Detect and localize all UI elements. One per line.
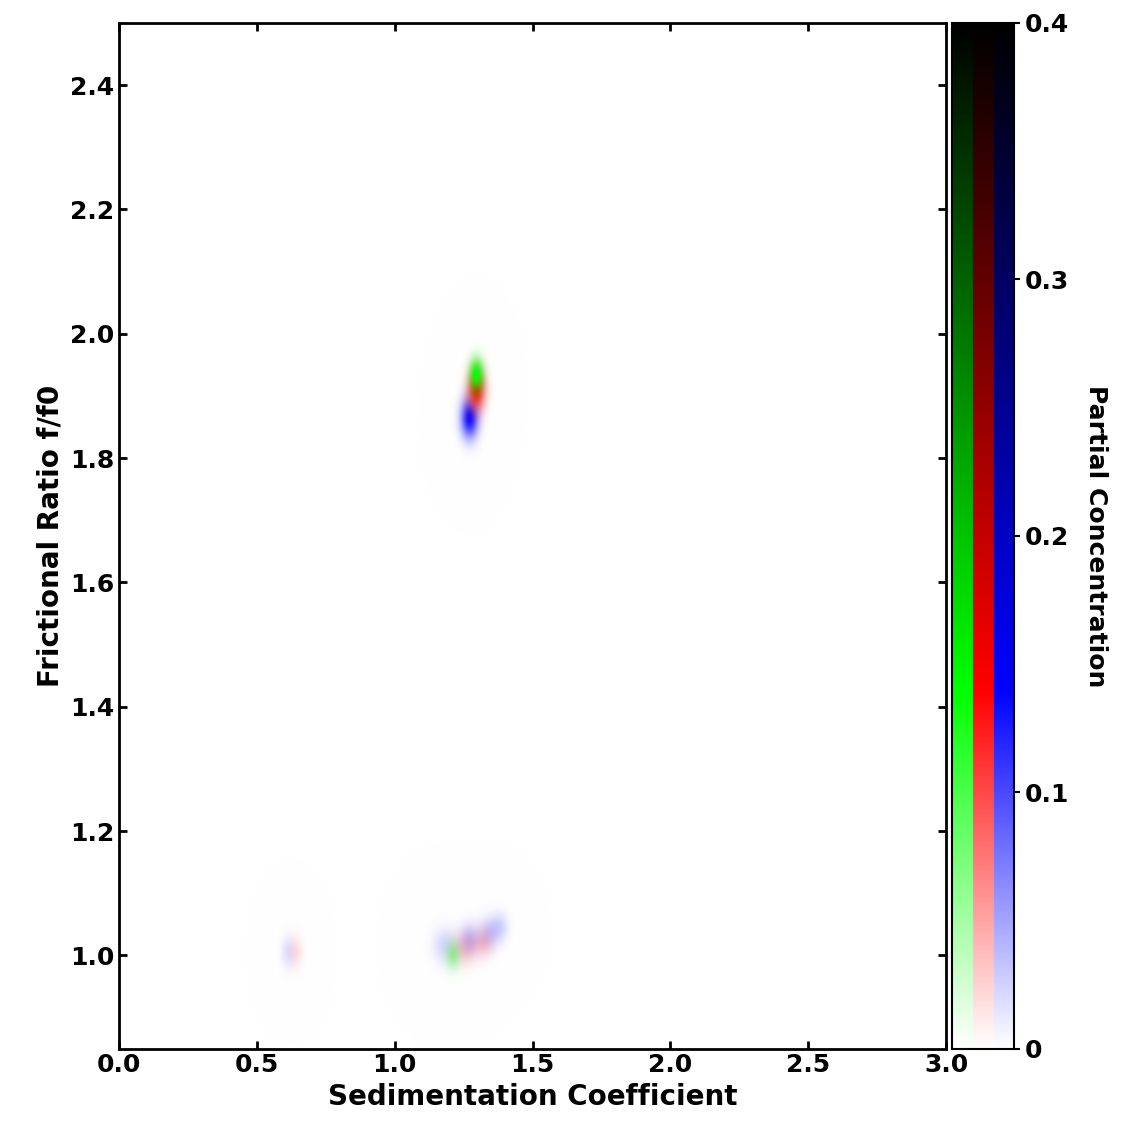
Y-axis label: Partial Concentration: Partial Concentration [1084,385,1108,686]
Y-axis label: Frictional Ratio f/f0: Frictional Ratio f/f0 [36,385,65,686]
X-axis label: Sedimentation Coefficient: Sedimentation Coefficient [327,1083,738,1110]
